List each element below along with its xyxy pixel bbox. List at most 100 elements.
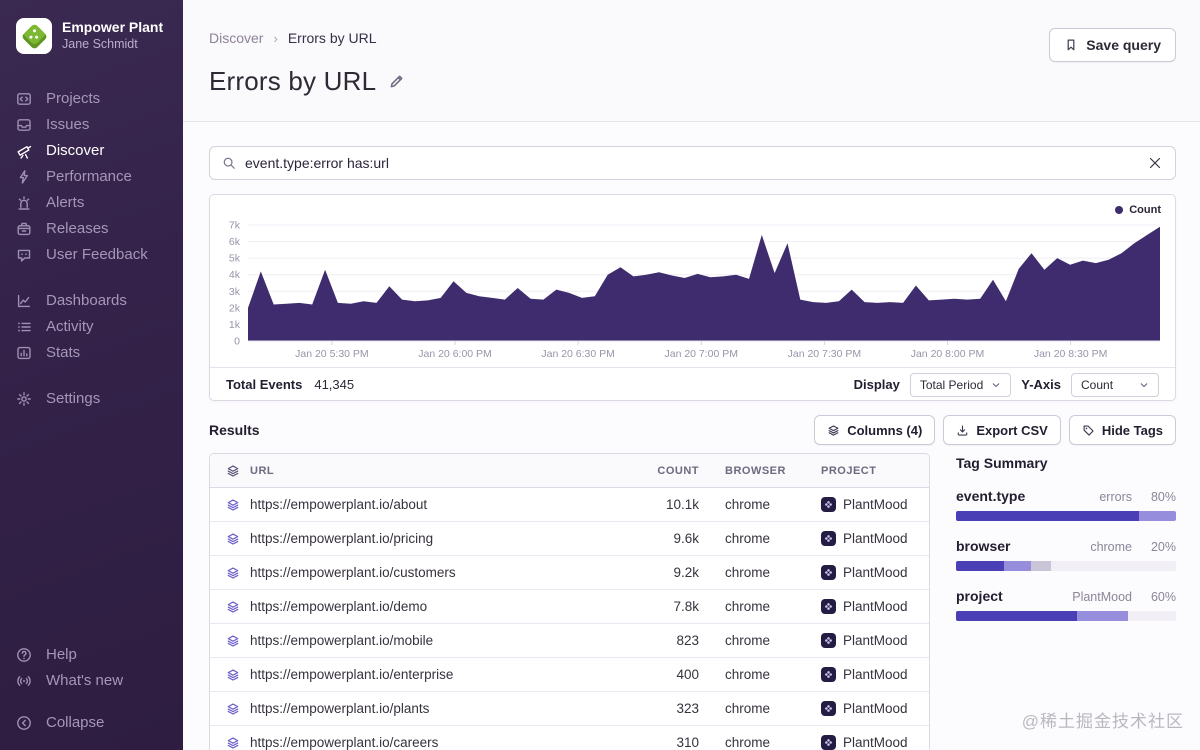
url-cell[interactable]: https://empowerplant.io/careers [250, 735, 439, 750]
sidebar-item-stats[interactable]: Stats [0, 340, 183, 366]
yaxis-select[interactable]: Count [1071, 372, 1159, 397]
col-header-browser[interactable]: BROWSER [725, 464, 786, 477]
releases-icon [16, 221, 32, 237]
project-cell[interactable]: PlantMood [843, 531, 908, 546]
org-user: Jane Schmidt [62, 36, 138, 51]
stack-icon[interactable] [226, 634, 240, 648]
breadcrumb-separator-icon: › [273, 30, 278, 46]
chart-footer: Total Events 41,345 Display Total Period… [210, 367, 1175, 401]
breadcrumb-discover[interactable]: Discover [209, 30, 264, 46]
sidebar-item-alerts[interactable]: Alerts [0, 190, 183, 216]
stack-icon[interactable] [226, 532, 240, 546]
org-logo [16, 18, 52, 54]
sidebar-nav: Projects Issues Discover Performance Alerts R… [0, 86, 183, 432]
tag-entry-event.type: event.type errors 80% [956, 488, 1176, 521]
project-cell[interactable]: PlantMood [843, 667, 908, 682]
tag-percent: 60% [1150, 590, 1176, 604]
svg-text:5k: 5k [229, 253, 241, 265]
page-header: Discover › Errors by URL Errors by URL S… [183, 0, 1200, 122]
project-cell[interactable]: PlantMood [843, 633, 908, 648]
sidebar-item-performance[interactable]: Performance [0, 164, 183, 190]
browser-cell: chrome [725, 599, 771, 614]
url-cell[interactable]: https://empowerplant.io/customers [250, 565, 456, 580]
stack-icon[interactable] [226, 498, 240, 512]
sidebar-item-label: Help [46, 646, 77, 663]
sidebar-item-projects[interactable]: Projects [0, 86, 183, 112]
svg-text:Jan 20 6:30 PM: Jan 20 6:30 PM [541, 348, 615, 360]
table-row: https://empowerplant.io/about 10.1k chrome… [210, 488, 929, 522]
url-cell[interactable]: https://empowerplant.io/mobile [250, 633, 434, 648]
results-header: Results Columns (4) Export CSV Hide Tags [209, 415, 1176, 445]
stack-icon[interactable] [226, 566, 240, 580]
project-avatar-icon [821, 565, 836, 580]
tag-button[interactable]: Hide Tags [1068, 415, 1176, 445]
stack-icon[interactable] [226, 702, 240, 716]
help-icon [16, 647, 32, 663]
project-cell[interactable]: PlantMood [843, 497, 908, 512]
events-chart[interactable]: Count 0 1k 2k 3k 4k 5k 6k 7k Jan 20 5:30 PM Jan 2… [210, 195, 1175, 367]
whats-new-icon [16, 673, 32, 689]
stack-icon[interactable] [226, 600, 240, 614]
project-cell[interactable]: PlantMood [843, 599, 908, 614]
org-switcher[interactable]: Empower Plant Jane Schmidt [0, 0, 183, 64]
project-avatar-icon [821, 667, 836, 682]
yaxis-select-value: Count [1081, 377, 1114, 392]
tag-distribution-bar[interactable] [956, 511, 1176, 521]
tag-entry-project: project PlantMood 60% [956, 588, 1176, 621]
table-row: https://empowerplant.io/enterprise 400 chr… [210, 658, 929, 692]
sidebar-item-releases[interactable]: Releases [0, 216, 183, 242]
tag-distribution-bar[interactable] [956, 611, 1176, 621]
sidebar-item-issues[interactable]: Issues [0, 112, 183, 138]
col-header-project[interactable]: PROJECT [821, 464, 877, 477]
search-input[interactable] [245, 155, 1138, 171]
tag-bar-segment [956, 611, 1077, 621]
sidebar-item-dashboards[interactable]: Dashboards [0, 288, 183, 314]
export-button[interactable]: Export CSV [943, 415, 1061, 445]
legend-count-dot-icon [1115, 206, 1124, 214]
tag-top-value: chrome [1090, 540, 1132, 554]
tag-bar-segment [1004, 561, 1031, 571]
project-avatar-icon [821, 735, 836, 750]
edit-title-icon[interactable] [388, 73, 405, 90]
tag-bar-segment [956, 561, 1005, 571]
project-avatar-icon [821, 531, 836, 546]
sidebar-item-activity[interactable]: Activity [0, 314, 183, 340]
stack-icon[interactable] [226, 464, 240, 478]
tag-icon [1082, 424, 1095, 437]
browser-cell: chrome [725, 633, 771, 648]
col-header-count[interactable]: COUNT [657, 464, 699, 477]
svg-text:2k: 2k [229, 302, 241, 314]
project-cell[interactable]: PlantMood [843, 565, 908, 580]
project-cell[interactable]: PlantMood [843, 701, 908, 716]
sidebar-item-whats-new[interactable]: What's new [0, 668, 183, 694]
url-cell[interactable]: https://empowerplant.io/pricing [250, 531, 434, 546]
stack-icon[interactable] [226, 736, 240, 750]
url-cell[interactable]: https://empowerplant.io/demo [250, 599, 428, 614]
columns-button[interactable]: Columns (4) [814, 415, 936, 445]
tag-summary-title: Tag Summary [956, 455, 1048, 471]
sidebar-item-discover[interactable]: Discover [0, 138, 183, 164]
url-cell[interactable]: https://empowerplant.io/plants [250, 701, 430, 716]
url-cell[interactable]: https://empowerplant.io/enterprise [250, 667, 454, 682]
svg-text:4k: 4k [229, 269, 241, 281]
sidebar-item-settings[interactable]: Settings [0, 386, 183, 412]
url-cell[interactable]: https://empowerplant.io/about [250, 497, 428, 512]
sidebar-item-help[interactable]: Help [0, 642, 183, 668]
stack-icon[interactable] [226, 668, 240, 682]
sidebar-collapse[interactable]: Collapse [0, 710, 183, 736]
clear-search-icon[interactable] [1147, 155, 1163, 171]
col-header-url[interactable]: URL [250, 464, 275, 477]
sidebar: Empower Plant Jane Schmidt Projects Issue… [0, 0, 183, 750]
sidebar-item-label: Projects [46, 90, 101, 107]
table-header-row: URL COUNT BROWSER PROJECT [210, 454, 929, 488]
sidebar-item-label: Activity [46, 318, 94, 335]
tag-entry-browser: browser chrome 20% [956, 538, 1176, 571]
sidebar-item-user-feedback[interactable]: User Feedback [0, 242, 183, 268]
tag-summary: Tag Summary event.type errors 80% browser ch… [956, 453, 1176, 621]
save-query-button[interactable]: Save query [1049, 28, 1176, 62]
settings-icon [16, 391, 32, 407]
display-select[interactable]: Total Period [909, 372, 1012, 397]
tag-distribution-bar[interactable] [956, 561, 1176, 571]
project-cell[interactable]: PlantMood [843, 735, 908, 750]
